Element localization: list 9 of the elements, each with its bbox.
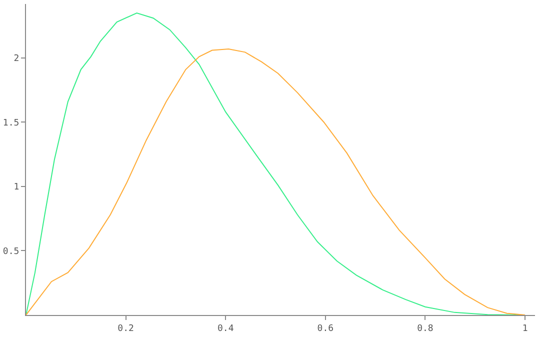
y-tick-label: 2 xyxy=(14,54,20,64)
x-tick-label: 0.8 xyxy=(417,324,434,334)
y-tick-label: 1.5 xyxy=(2,118,20,128)
x-tick-label: 1 xyxy=(522,324,528,334)
x-tick-label: 0.4 xyxy=(217,324,234,334)
x-tick-label: 0.6 xyxy=(317,324,334,334)
y-tick-label: 1 xyxy=(14,182,20,193)
y-tick-label: 0.5 xyxy=(2,246,20,257)
x-tick-label: 0.2 xyxy=(118,324,134,334)
